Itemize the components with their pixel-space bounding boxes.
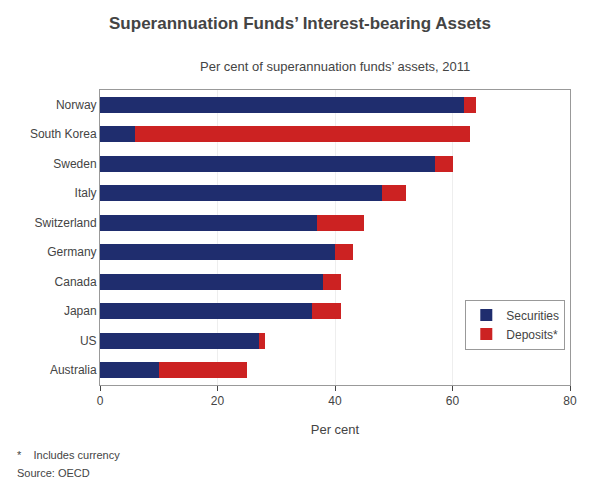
- svg-text:40: 40: [328, 394, 342, 408]
- svg-text:Per cent of superannuation fun: Per cent of superannuation funds’ assets…: [200, 59, 470, 74]
- svg-text:Germany: Germany: [47, 245, 96, 259]
- svg-text:Australia: Australia: [50, 363, 97, 377]
- svg-text:20: 20: [211, 394, 225, 408]
- svg-text:60: 60: [446, 394, 460, 408]
- svg-text:Japan: Japan: [64, 304, 97, 318]
- svg-text:Superannuation Funds’ Interest: Superannuation Funds’ Interest-bearing A…: [109, 14, 491, 33]
- svg-text:South Korea: South Korea: [30, 127, 97, 141]
- svg-text:Canada: Canada: [55, 275, 97, 289]
- svg-text:Deposits*: Deposits*: [506, 328, 558, 342]
- svg-text:US: US: [80, 334, 97, 348]
- svg-text:0: 0: [97, 394, 104, 408]
- svg-text:* Includes currency: * Includes currency: [17, 449, 120, 461]
- svg-text:Source: OECD: Source: OECD: [17, 467, 90, 479]
- svg-text:80: 80: [563, 394, 577, 408]
- svg-text:Norway: Norway: [56, 98, 97, 112]
- svg-text:Securities: Securities: [506, 309, 559, 323]
- svg-text:Italy: Italy: [75, 186, 97, 200]
- svg-text:Switzerland: Switzerland: [35, 216, 97, 230]
- svg-text:Per cent: Per cent: [311, 422, 360, 437]
- svg-text:Sweden: Sweden: [53, 157, 96, 171]
